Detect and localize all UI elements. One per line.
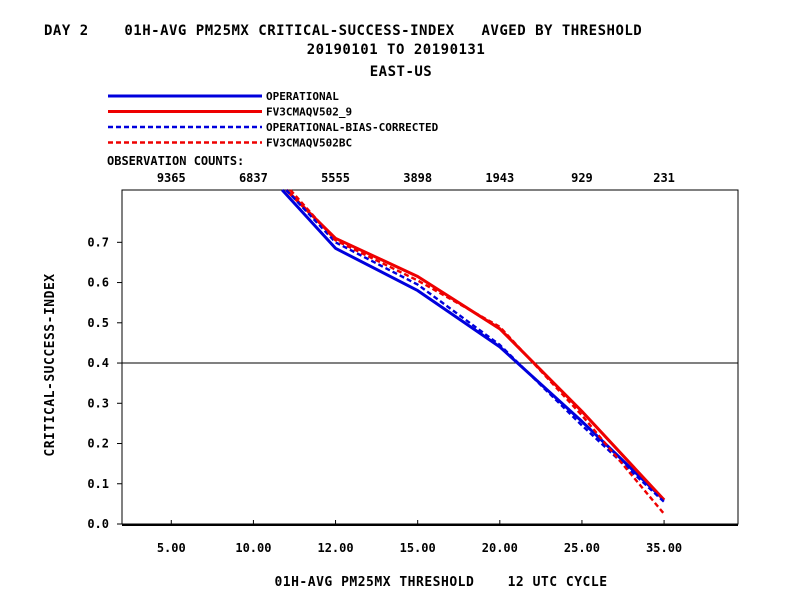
series-line-fv3cmaqv502-9 [285, 188, 666, 501]
y-tick-label: 0.3 [87, 396, 109, 410]
y-axis: 0.0 0.1 0.2 0.3 0.4 0.5 0.6 0.7 [87, 235, 122, 531]
x-axis-label: 01H-AVG PM25MX THRESHOLD 12 UTC CYCLE [274, 575, 607, 590]
x-tick-label: 25.00 [564, 541, 600, 555]
observation-count: 231 [653, 171, 675, 185]
series-lines [281, 188, 666, 515]
legend: OPERATIONAL FV3CMAQV502_9 OPERATIONAL-BIAS… [108, 90, 439, 150]
y-tick-label: 0.1 [87, 477, 109, 491]
observation-counts: 9365 6837 5555 3898 1943 929 231 [157, 171, 675, 185]
y-tick-label: 0.4 [87, 356, 109, 370]
y-tick-label: 0.2 [87, 437, 109, 451]
series-line-fv3cmaqv502bc [289, 189, 666, 515]
series-line-operational [281, 188, 666, 501]
observation-count: 3898 [403, 171, 432, 185]
y-axis-label: CRITICAL-SUCCESS-INDEX [43, 273, 58, 456]
x-axis: 5.00 10.00 12.00 15.00 20.00 25.00 35.00 [157, 520, 682, 555]
series-line-operational-bias-corrected [285, 189, 665, 503]
x-tick-label: 20.00 [482, 541, 518, 555]
observation-count: 929 [571, 171, 593, 185]
observation-count: 1943 [485, 171, 514, 185]
plot-frame [121, 189, 739, 525]
legend-label: FV3CMAQV502BC [266, 137, 352, 150]
legend-label: OPERATIONAL [266, 90, 339, 103]
legend-label: FV3CMAQV502_9 [266, 106, 352, 119]
observation-count: 5555 [321, 171, 350, 185]
y-tick-label: 0.5 [87, 316, 109, 330]
x-tick-label: 15.00 [400, 541, 436, 555]
observation-count: 9365 [157, 171, 186, 185]
chart-title-line2: 20190101 TO 20190131 [307, 42, 486, 58]
y-tick-label: 0.7 [87, 235, 109, 249]
x-tick-label: 5.00 [157, 541, 186, 555]
observation-counts-label: OBSERVATION COUNTS: [107, 154, 244, 168]
x-tick-label: 10.00 [235, 541, 271, 555]
chart-title-line3: EAST-US [370, 64, 433, 80]
y-tick-label: 0.6 [87, 276, 109, 290]
legend-label: OPERATIONAL-BIAS-CORRECTED [266, 121, 439, 134]
y-tick-label: 0.0 [87, 517, 109, 531]
observation-count: 6837 [239, 171, 268, 185]
chart-title-line1: DAY 2 01H-AVG PM25MX CRITICAL-SUCCESS-IN… [44, 23, 642, 39]
x-tick-label: 12.00 [317, 541, 353, 555]
x-tick-label: 35.00 [646, 541, 682, 555]
